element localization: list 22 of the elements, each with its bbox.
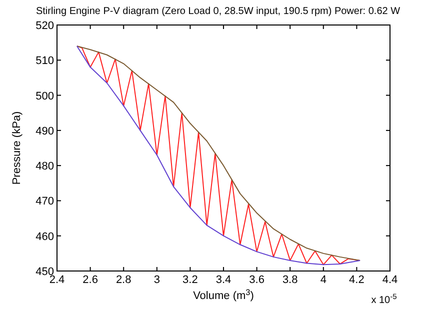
x-tick-label: 2.4	[49, 274, 65, 286]
x-tick-label: 4	[320, 274, 326, 286]
x-axis-title: Volume (m$^{3}$)	[193, 288, 254, 302]
y-tick-label: 510	[36, 55, 54, 68]
x-tick-label: 3.6	[249, 274, 264, 286]
x-tick-label: 2.6	[82, 274, 98, 286]
y-axis-title: Pressure (kPa)	[11, 111, 23, 185]
text: x 10$^{-5}$	[371, 292, 397, 306]
y-tick-label: 520	[36, 20, 54, 32]
chart-title: Stirling Engine P-V diagram (Zero Load 0, 28.5W input, 190.5 rpm) Power: 0.62 W	[36, 6, 401, 17]
y-tick-label: 490	[36, 125, 54, 138]
y-tick-label: 500	[36, 90, 54, 102]
y-tick-label: 470	[36, 196, 54, 208]
y-tick-label: 480	[36, 160, 54, 173]
x-tick-label: 3	[154, 274, 160, 286]
x-tick-label: 3.2	[182, 274, 198, 286]
x-tick-label: 4.2	[349, 274, 364, 286]
x-tick-label: 3.8	[282, 274, 298, 286]
x-tick-label: 2.8	[116, 274, 132, 286]
y-tick-label: 460	[36, 230, 54, 243]
x-tick-label: 4.4	[382, 274, 398, 286]
x-tick-label: 3.4	[216, 274, 232, 286]
